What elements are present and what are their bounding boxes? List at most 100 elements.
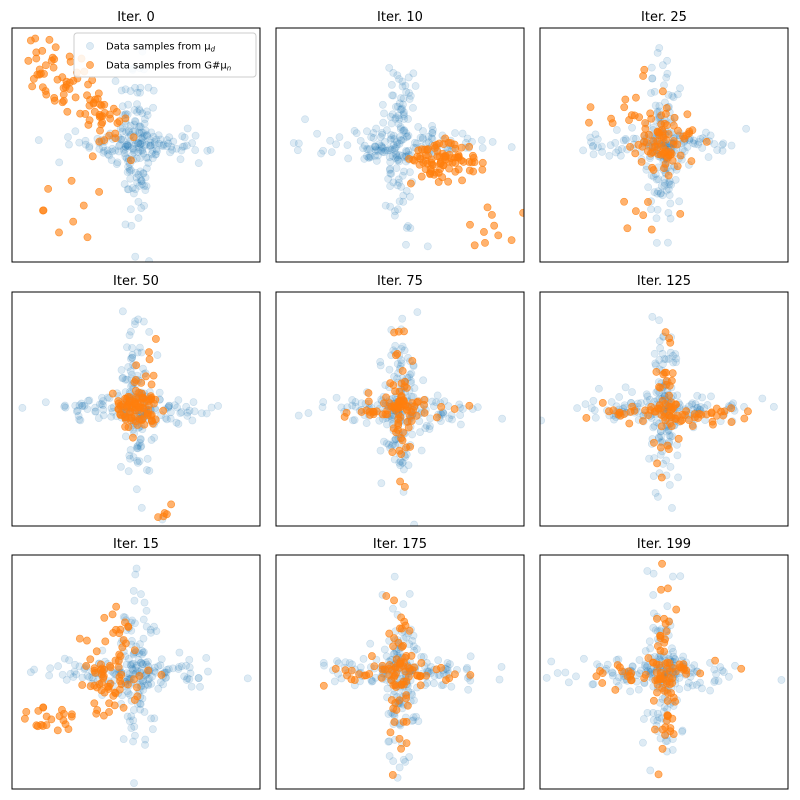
data-sample-point: [691, 400, 700, 408]
data-sample-point: [98, 393, 106, 402]
data-sample-point: [636, 666, 645, 675]
data-sample-point: [132, 661, 141, 670]
generated-sample-point: [410, 663, 418, 672]
data-sample-point: [649, 716, 658, 725]
data-sample-point: [463, 663, 472, 672]
generated-sample-point: [519, 208, 524, 217]
data-sample-point: [664, 185, 673, 194]
data-sample-point: [71, 401, 80, 410]
data-sample-point: [542, 673, 551, 682]
data-sample-point: [400, 108, 408, 117]
data-sample-point: [385, 63, 394, 72]
data-sample-point: [143, 454, 152, 463]
generated-sample-point: [661, 328, 670, 337]
generated-sample-point: [663, 697, 672, 705]
data-sample-point: [703, 401, 712, 409]
data-sample-point: [649, 708, 658, 717]
panel-frame: [11, 27, 261, 263]
generated-sample-point: [106, 663, 115, 672]
generated-sample-point: [662, 121, 671, 130]
data-sample-point: [131, 570, 140, 579]
data-sample-point: [394, 119, 403, 128]
data-sample-point: [374, 151, 382, 160]
data-sample-point: [434, 656, 443, 665]
data-sample-point: [404, 131, 413, 140]
data-sample-point: [634, 685, 643, 694]
data-sample-point: [141, 126, 150, 135]
points-layer: [18, 307, 222, 524]
data-sample-point: [369, 134, 378, 142]
data-sample-point: [455, 400, 464, 409]
generated-sample-point: [39, 206, 48, 215]
generated-sample-point: [341, 666, 350, 675]
data-sample-point: [662, 427, 671, 436]
data-sample-point: [669, 652, 678, 661]
panel-frame: [275, 554, 525, 790]
data-sample-point: [371, 142, 380, 151]
data-sample-point: [74, 411, 83, 420]
data-sample-point: [402, 148, 411, 156]
data-sample-point: [370, 142, 379, 151]
generated-sample-point: [95, 137, 104, 146]
data-sample-point: [359, 655, 368, 663]
generated-sample-point: [450, 405, 459, 413]
generated-sample-point: [444, 138, 453, 147]
generated-sample-point: [151, 395, 160, 404]
data-sample-point: [131, 140, 140, 149]
data-sample-point: [672, 358, 680, 367]
data-sample-point: [402, 224, 411, 232]
generated-sample-point: [662, 104, 671, 112]
data-sample-point: [66, 669, 75, 678]
data-sample-point: [172, 144, 181, 153]
data-sample-point: [362, 419, 371, 428]
data-sample-point: [350, 126, 359, 135]
generated-sample-point: [631, 207, 640, 216]
data-sample-point: [131, 185, 140, 194]
data-sample-point: [397, 356, 406, 365]
data-sample-point: [386, 144, 394, 153]
data-sample-point: [140, 648, 148, 656]
data-sample-point: [411, 138, 419, 147]
data-sample-point: [301, 115, 309, 124]
generated-sample-point: [98, 667, 107, 676]
generated-sample-point: [106, 679, 115, 688]
data-sample-point: [607, 398, 616, 406]
data-sample-point: [148, 672, 157, 681]
data-sample-point: [380, 109, 388, 118]
data-sample-point: [398, 77, 407, 86]
data-sample-point: [597, 142, 606, 151]
data-sample-point: [139, 149, 148, 158]
data-sample-point: [391, 114, 400, 123]
data-sample-point: [366, 639, 375, 648]
data-sample-point: [655, 44, 664, 52]
generated-sample-point: [133, 683, 141, 692]
data-sample-point: [134, 444, 142, 453]
data-sample-point: [626, 687, 635, 696]
data-sample-point: [132, 173, 141, 182]
data-sample-point: [169, 137, 178, 146]
data-sample-point: [473, 403, 482, 412]
data-sample-point: [335, 133, 344, 142]
generated-sample-point: [100, 613, 109, 622]
generated-sample-point: [656, 443, 665, 452]
data-sample-point: [439, 409, 448, 418]
data-sample-point: [396, 125, 405, 133]
data-sample-point: [719, 139, 728, 148]
generated-sample-point: [393, 349, 402, 358]
data-sample-point: [319, 658, 328, 667]
data-sample-point: [650, 188, 659, 197]
data-sample-point: [163, 136, 171, 145]
data-sample-point: [683, 683, 692, 692]
generated-sample-point: [685, 416, 693, 424]
generated-sample-point: [640, 65, 649, 74]
data-sample-point: [381, 137, 389, 146]
data-sample-point: [138, 180, 147, 189]
data-sample-point: [664, 208, 673, 217]
data-sample-point: [164, 665, 173, 673]
generated-sample-point: [397, 613, 406, 622]
data-sample-point: [416, 133, 425, 142]
data-sample-point: [125, 331, 134, 340]
data-sample-point: [319, 398, 328, 406]
data-sample-point: [381, 201, 390, 210]
